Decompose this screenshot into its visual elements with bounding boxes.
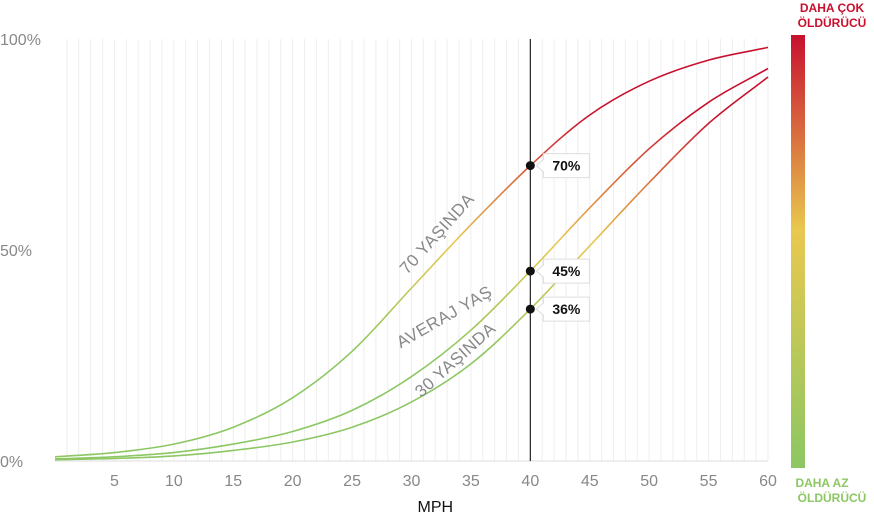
- color-scale-bottom-label-line1: DAHA AZ: [795, 476, 848, 490]
- data-point: [525, 304, 535, 314]
- callout-box: [535, 153, 590, 179]
- x-tick-label: 50: [640, 473, 658, 490]
- x-tick-label: 20: [284, 473, 302, 490]
- markers: 70% 45% 36%: [525, 153, 590, 322]
- x-tick-label: 10: [165, 473, 183, 490]
- grid: [55, 39, 769, 462]
- callout-label: 70%: [552, 158, 581, 174]
- callout-label: 45%: [552, 263, 581, 279]
- callout-box: [535, 258, 590, 284]
- data-point: [525, 266, 535, 276]
- x-axis-title: MPH: [417, 499, 453, 513]
- y-tick-label: 0%: [0, 454, 23, 471]
- axes: 5 10 15 20 25 30 35 40 45 50 55 60 0% 50% 100% MPH: [0, 32, 777, 513]
- x-tick-label: 5: [110, 473, 119, 490]
- color-scale-bar: [791, 35, 805, 468]
- x-tick-label: 60: [759, 473, 777, 490]
- callout-label: 36%: [552, 301, 581, 317]
- series-label: 70 YAŞINDA: [396, 189, 478, 277]
- x-tick-label: 15: [224, 473, 242, 490]
- series-line: [54, 67, 769, 460]
- x-tick-label: 25: [343, 473, 361, 490]
- series-line: [54, 46, 769, 458]
- x-tick-label: 55: [700, 473, 718, 490]
- x-tick-label: 30: [403, 473, 421, 490]
- x-tick-label: 45: [581, 473, 599, 490]
- color-scale-bottom-label-line2: ÖLDÜRÜCÜ: [798, 490, 867, 505]
- color-scale-top-label-line1: DAHA ÇOK: [800, 1, 865, 15]
- data-point: [525, 161, 535, 171]
- y-tick-label: 50%: [0, 243, 32, 260]
- callout-box: [535, 296, 590, 322]
- color-scale: DAHA ÇOK ÖLDÜRÜCÜ DAHA AZ ÖLDÜRÜCÜ: [791, 1, 866, 505]
- color-scale-top-label-line2: ÖLDÜRÜCÜ: [798, 15, 867, 30]
- y-tick-label: 100%: [0, 32, 41, 49]
- series-line: [54, 76, 769, 461]
- x-tick-label: 40: [521, 473, 539, 490]
- x-tick-label: 35: [462, 473, 480, 490]
